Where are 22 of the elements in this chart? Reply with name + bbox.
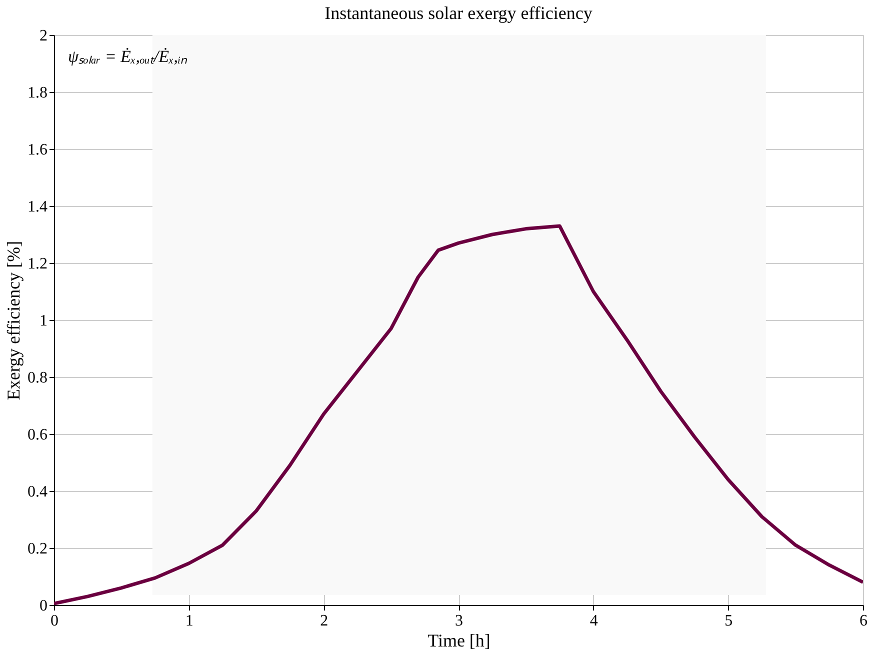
chart-title: Instantaneous solar exergy efficiency [324,3,592,23]
y-tick-label: 1 [40,312,48,330]
y-tick-label: 0 [40,598,48,614]
x-tick-label: 6 [860,612,868,630]
y-tick-label: 1.4 [28,198,48,216]
x-tick-label: 4 [590,612,598,630]
y-tick-label: 0.8 [28,370,48,386]
x-tick-label: 0 [50,612,58,630]
annotation: ψₛₒₗₐᵣ = Ėₓ,ₒᵤₜ/Ėₓ,ᵢₙ [68,47,188,66]
y-tick-label: 1.2 [28,256,48,272]
x-tick-label: 1 [185,612,194,630]
x-tick-label: 5 [724,612,733,630]
y-tick-label: 1.8 [28,84,48,102]
x-tick-label: 2 [320,612,328,630]
y-axis-title: Exergy efficiency [%] [4,240,24,400]
y-tick-label: 1.6 [28,142,48,158]
y-tick-label: 0.6 [28,426,48,444]
x-axis-title: Time [h] [428,630,490,650]
x-tick-label: 3 [455,612,463,630]
y-tick-label: 0.4 [28,484,48,500]
y-tick-label: 2 [40,28,48,44]
y-tick-label: 0.2 [28,540,48,558]
